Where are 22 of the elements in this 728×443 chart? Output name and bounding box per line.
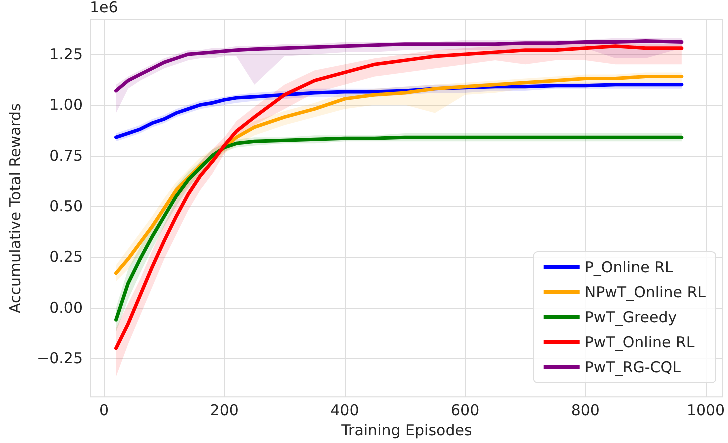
x-tick-label: 0 — [99, 402, 110, 420]
y-tick-label: 0.75 — [50, 146, 83, 165]
y-tick-label: −0.25 — [37, 350, 83, 368]
y-tick-label: 1.00 — [50, 96, 83, 114]
x-tick-label: 800 — [571, 402, 600, 420]
line-series — [114, 40, 684, 93]
y-tick-label: 0.50 — [50, 198, 83, 216]
legend-label: NPwT_Online RL — [584, 284, 707, 302]
legend-label: PwT_Online RL — [584, 334, 696, 352]
x-tick-label: 200 — [210, 402, 239, 420]
legend-label: P_Online RL — [584, 258, 674, 276]
x-tick-label: 1000 — [686, 402, 726, 420]
y-tick-label: 0.00 — [50, 298, 83, 317]
y-tick-label: 1.25 — [50, 45, 83, 64]
y-tick-label: 0.25 — [50, 248, 83, 266]
text: 1e6 — [90, 0, 118, 16]
x-tick-label: 400 — [330, 402, 360, 420]
x-tick-label: 600 — [450, 402, 480, 420]
x-axis-title: Training Episodes — [340, 422, 472, 440]
y-axis-title: Accumulative Total Rewards — [6, 103, 24, 314]
legend-label: PwT_Greedy — [584, 308, 678, 326]
legend-label: PwT_RG-CQL — [584, 358, 682, 376]
